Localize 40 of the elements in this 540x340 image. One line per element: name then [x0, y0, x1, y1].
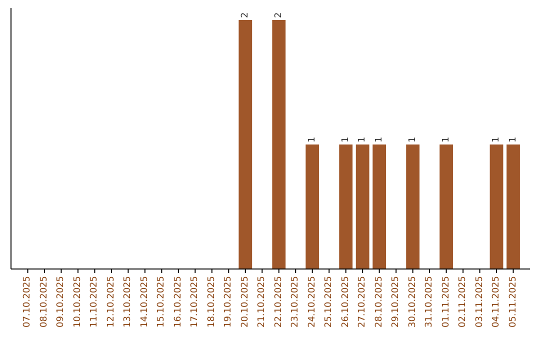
x-tick-label: 27.10.2025 [358, 276, 368, 328]
x-tick-label: 14.10.2025 [140, 276, 150, 328]
x-tick-label: 20.10.2025 [240, 276, 250, 328]
x-tick-label: 15.10.2025 [156, 276, 167, 328]
x-tick-label: 30.10.2025 [408, 276, 418, 328]
x-tick-label: 22.10.2025 [274, 276, 284, 328]
x-tick-label: 08.10.2025 [39, 276, 50, 328]
x-tick-label: 05.11.2025 [508, 276, 518, 328]
x-tick-label: 26.10.2025 [340, 276, 351, 328]
x-tick-label: 09.10.2025 [56, 276, 66, 328]
x-tick-label: 24.10.2025 [307, 276, 318, 328]
x-tick-label: 31.10.2025 [424, 276, 435, 328]
x-tick-label: 18.10.2025 [206, 276, 217, 328]
x-tick-label: 29.10.2025 [391, 276, 402, 328]
x-tick-label: 03.11.2025 [474, 276, 485, 328]
x-tick-label: 28.10.2025 [374, 276, 384, 328]
x-tick-label: 02.11.2025 [458, 276, 468, 328]
data-label: 1 [358, 136, 368, 142]
data-label: 2 [240, 12, 250, 18]
x-tick-label: 19.10.2025 [224, 276, 234, 328]
data-label: 2 [274, 12, 284, 18]
x-tick-label: 25.10.2025 [324, 276, 334, 328]
x-tick-label: 16.10.2025 [173, 276, 184, 328]
x-tick-label: 07.10.2025 [22, 276, 33, 328]
x-tick-label: 17.10.2025 [190, 276, 200, 328]
data-label: 1 [441, 136, 452, 142]
x-tick-label: 01.11.2025 [441, 276, 452, 328]
data-label: 1 [340, 136, 351, 142]
data-label: 1 [492, 136, 502, 142]
data-label: 1 [307, 136, 318, 142]
x-tick-label: 11.10.2025 [90, 276, 100, 328]
data-label: 1 [408, 136, 418, 142]
x-tick-label: 04.11.2025 [492, 276, 502, 328]
data-label: 1 [374, 136, 384, 142]
x-tick-label: 21.10.2025 [257, 276, 268, 328]
data-label: 1 [508, 136, 518, 142]
x-tick-label: 10.10.2025 [72, 276, 83, 328]
x-tick-label: 12.10.2025 [106, 276, 116, 328]
x-tick-label: 13.10.2025 [123, 276, 134, 328]
x-tick-label: 23.10.2025 [290, 276, 301, 328]
